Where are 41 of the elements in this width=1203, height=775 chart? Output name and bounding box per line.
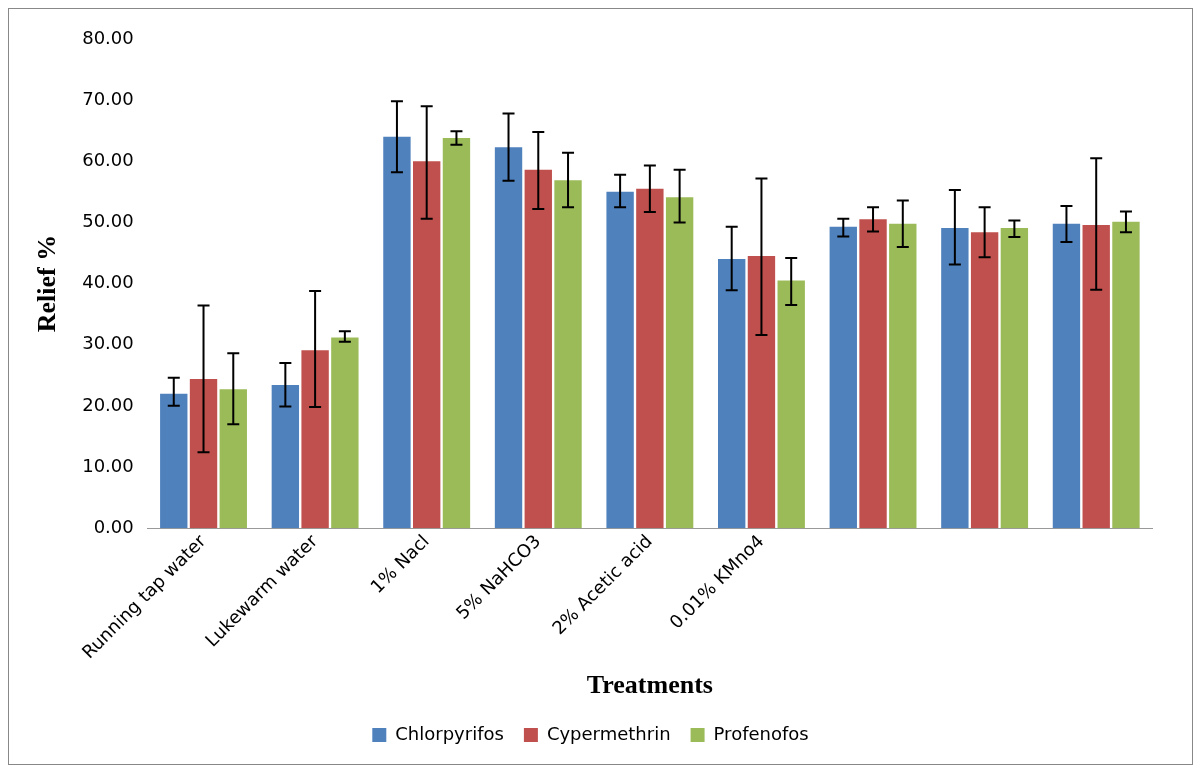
bar [970, 232, 999, 529]
bar [271, 385, 300, 529]
legend-label: Cypermethrin [546, 722, 671, 744]
bar [665, 197, 694, 529]
bar [941, 227, 969, 529]
y-tick-label: 0.00 [93, 515, 134, 537]
bar [160, 393, 188, 529]
y-tick-label: 50.00 [82, 210, 134, 232]
bar [1112, 221, 1140, 529]
y-tick-label: 60.00 [82, 148, 134, 170]
bar [718, 259, 746, 529]
bar [189, 378, 218, 529]
bar [636, 188, 664, 529]
bar [494, 147, 523, 529]
bar [1052, 223, 1081, 529]
y-tick-label: 10.00 [82, 454, 134, 476]
bar [829, 226, 857, 529]
y-tick-label: 80.00 [82, 26, 134, 48]
bar [1082, 224, 1110, 529]
bar [331, 337, 359, 529]
bar [442, 138, 471, 529]
x-axis-title: Treatments [586, 670, 713, 700]
bar [219, 389, 247, 529]
bar [777, 280, 805, 529]
y-tick-label: 30.00 [82, 332, 134, 354]
bar [301, 350, 329, 529]
bar [554, 180, 582, 529]
y-tick-label: 70.00 [82, 87, 134, 109]
bar [606, 191, 634, 529]
y-axis-title: Relief % [32, 234, 62, 333]
bar [747, 256, 776, 529]
y-tick-label: 20.00 [82, 393, 134, 415]
legend-label: Profenofos [713, 722, 809, 744]
bar [383, 136, 411, 529]
bar [859, 219, 887, 529]
bar [1000, 227, 1029, 529]
y-tick-label: 40.00 [82, 271, 134, 293]
legend-label: Chlorpyrifos [395, 722, 504, 744]
bar [413, 161, 441, 529]
bar [889, 223, 917, 529]
bar [524, 169, 552, 529]
